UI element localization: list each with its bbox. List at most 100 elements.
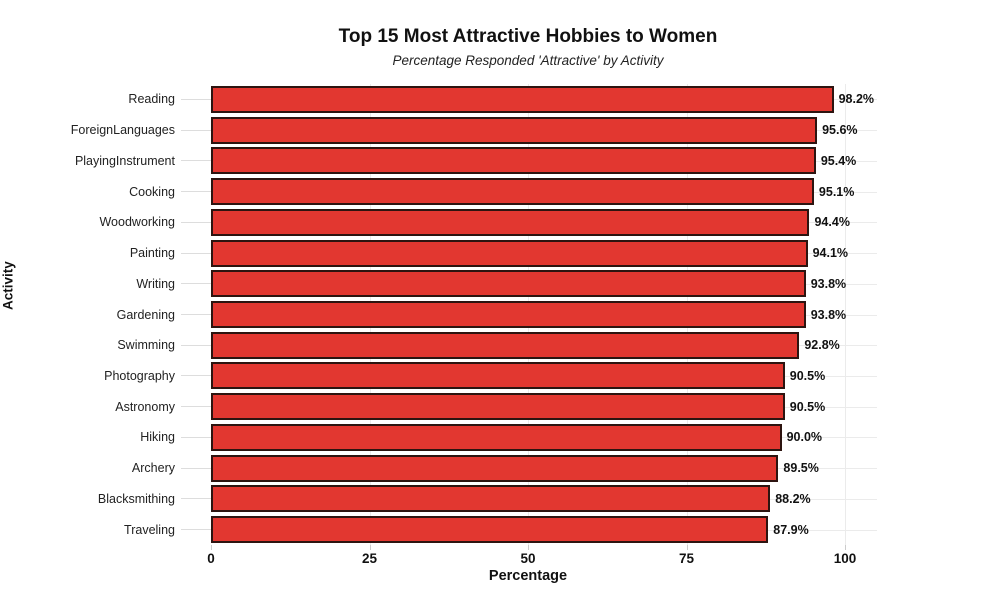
bar-value-label: 98.2%	[838, 92, 875, 107]
bar-painting	[211, 239, 808, 267]
category-label: Archery	[131, 461, 175, 476]
bar-value-label: 93.8%	[810, 307, 847, 322]
bar-row: 88.2%	[211, 484, 877, 515]
bar-value-label: 94.4%	[814, 215, 850, 230]
bar-row: 95.1%	[211, 176, 877, 207]
bar-photography	[211, 362, 785, 390]
y-tick-mark	[181, 529, 211, 531]
bar-row: 87.9%	[211, 514, 877, 545]
y-tick-row: Woodworking	[0, 207, 211, 238]
y-tick-row: PlayingInstrument	[0, 145, 211, 176]
x-tick-label-25: 25	[361, 551, 378, 566]
category-label: Painting	[129, 246, 175, 261]
bar-row: 90.5%	[211, 361, 877, 392]
chart-subtitle: Percentage Responded 'Attractive' by Act…	[392, 53, 664, 68]
y-tick-row: Reading	[0, 84, 211, 115]
category-label: Writing	[136, 276, 175, 291]
bar-value-label: 90.5%	[789, 368, 826, 383]
bar-playinginstrument	[211, 147, 816, 175]
bar-value-label: 94.1%	[812, 246, 849, 261]
bar-cooking	[211, 178, 814, 206]
y-tick-row: Gardening	[0, 299, 211, 330]
bar-foreignlanguages	[211, 116, 818, 144]
category-label: Photography	[104, 368, 175, 383]
bar-row: 90.5%	[211, 391, 877, 422]
category-label: Reading	[128, 92, 175, 107]
y-tick-row: Hiking	[0, 422, 211, 453]
bar-row: 90.0%	[211, 422, 877, 453]
x-tick-mark	[211, 545, 212, 550]
x-tick-mark	[369, 545, 371, 550]
y-tick-mark	[181, 283, 211, 285]
y-tick-row: Painting	[0, 238, 211, 269]
y-tick-mark	[181, 252, 211, 254]
category-label: Hiking	[140, 430, 175, 445]
y-tick-mark	[181, 344, 211, 346]
bar-row: 94.1%	[211, 238, 877, 269]
x-tick-label-100: 100	[833, 551, 857, 566]
bar-value-label: 95.6%	[822, 123, 858, 138]
y-tick-row: Photography	[0, 361, 211, 392]
x-tick-label-75: 75	[678, 551, 695, 566]
bar-value-label: 90.0%	[786, 430, 823, 445]
y-tick-row: Swimming	[0, 330, 211, 361]
y-tick-row: Astronomy	[0, 391, 211, 422]
y-tick-row: Writing	[0, 268, 211, 299]
bar-value-label: 89.5%	[783, 461, 819, 476]
bar-gardening	[211, 301, 806, 328]
x-tick-label-0: 0	[207, 551, 215, 566]
y-tick-mark	[181, 129, 211, 131]
bar-row: 98.2%	[211, 84, 877, 115]
bar-value-label: 95.1%	[818, 184, 855, 199]
plot-area: 98.2% 95.6% 95.4% 95.1% 94.4% 94.1% 93.8% 93.8%…	[211, 84, 877, 545]
y-tick-mark	[181, 467, 211, 469]
y-tick-mark	[181, 375, 211, 377]
bar-blacksmithing	[211, 485, 771, 513]
bar-value-label: 92.8%	[804, 338, 840, 353]
y-tick-mark	[181, 160, 211, 162]
bar-row: 92.8%	[211, 330, 877, 361]
y-tick-mark	[181, 98, 211, 100]
bar-value-label: 93.8%	[810, 276, 847, 291]
bar-row: 93.8%	[211, 268, 877, 299]
bar-astronomy	[211, 393, 785, 421]
y-tick-mark	[181, 498, 211, 500]
chart-title: Top 15 Most Attractive Hobbies to Women	[338, 26, 718, 47]
category-label: Swimming	[117, 338, 175, 353]
category-label: Astronomy	[115, 399, 175, 414]
bar-value-label: 88.2%	[775, 491, 811, 506]
bar-woodworking	[211, 208, 810, 236]
x-tick-label-50: 50	[520, 551, 536, 566]
category-label: ForeignLanguages	[70, 123, 175, 138]
bar-traveling	[211, 516, 769, 544]
bar-value-label: 90.5%	[789, 399, 826, 414]
y-tick-row: Traveling	[0, 514, 211, 545]
y-tick-mark	[181, 314, 211, 315]
category-label: Woodworking	[99, 215, 175, 230]
x-tick-mark	[845, 545, 846, 550]
bar-swimming	[211, 331, 800, 359]
bar-hiking	[211, 423, 782, 451]
bar-row: 95.4%	[211, 145, 877, 176]
y-tick-mark	[181, 221, 211, 223]
category-label: Gardening	[116, 307, 175, 322]
category-label: Traveling	[124, 522, 175, 537]
bar-writing	[211, 270, 806, 298]
bar-value-label: 95.4%	[820, 153, 857, 168]
y-tick-row: Blacksmithing	[0, 484, 211, 515]
y-tick-mark	[181, 406, 211, 408]
bar-archery	[211, 454, 779, 482]
y-tick-row: Archery	[0, 453, 211, 484]
bar-row: 89.5%	[211, 453, 877, 484]
bar-row: 94.4%	[211, 207, 877, 238]
bar-row: 95.6%	[211, 115, 877, 146]
x-tick-mark	[686, 545, 688, 550]
bar-row: 93.8%	[211, 299, 877, 330]
bars-container: 98.2% 95.6% 95.4% 95.1% 94.4% 94.1% 93.8% 93.8%…	[211, 84, 877, 545]
category-label: Blacksmithing	[97, 491, 175, 506]
category-label: Cooking	[129, 184, 175, 199]
y-axis-tick-labels: Reading ForeignLanguages PlayingInstrument…	[0, 84, 211, 545]
y-tick-mark	[181, 191, 211, 193]
